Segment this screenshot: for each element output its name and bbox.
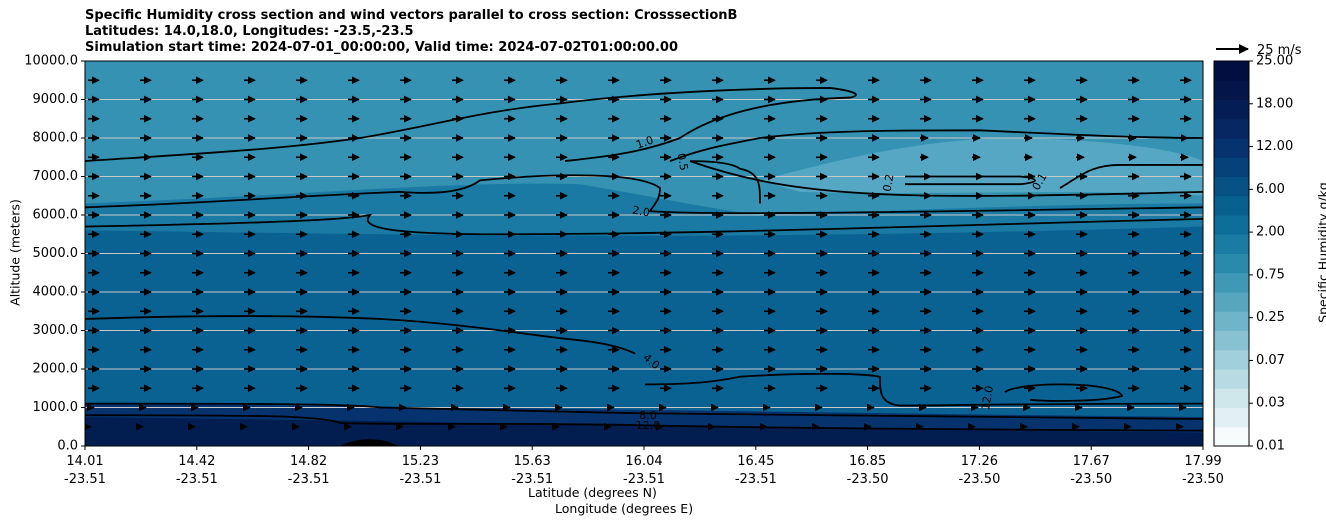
x-tick-label-lat: 14.42 xyxy=(178,454,215,469)
x-tick-label-lat: 16.04 xyxy=(625,454,662,469)
y-tick-label: 0.0 xyxy=(57,439,78,454)
humidity-field-dry-patch xyxy=(760,138,1203,196)
contour-line xyxy=(85,414,1203,432)
x-tick-label-lat: 15.63 xyxy=(514,454,551,469)
humidity-field-low xyxy=(85,226,1203,446)
contour-label: 0.5 xyxy=(675,152,691,171)
colorbar-segment xyxy=(1214,215,1249,235)
contour-line xyxy=(689,160,1203,204)
y-tick-label: 10000.0 xyxy=(24,54,78,69)
contour-label: 0.2 xyxy=(881,173,897,192)
chart-title-line-2: Latitudes: 14.0,18.0, Longitudes: -23.5,… xyxy=(85,24,414,39)
colorbar-tick-label: 6.00 xyxy=(1256,182,1285,197)
colorbar-segment xyxy=(1214,80,1249,100)
x-axis-label-latitude: Latitude (degrees N) xyxy=(528,485,657,500)
x-tick-label-lon: -23.51 xyxy=(399,472,441,487)
x-tick-label-lat: 14.82 xyxy=(290,454,327,469)
x-tick-label-lon: -23.51 xyxy=(735,472,777,487)
colorbar-segment xyxy=(1214,369,1249,389)
colorbar-segment xyxy=(1214,61,1249,81)
colorbar-tick-label: 0.75 xyxy=(1256,267,1285,282)
contour-line xyxy=(669,129,1203,162)
colorbar-segment xyxy=(1214,330,1249,351)
contour-label: 12.0 xyxy=(979,385,996,411)
y-tick-label: 3000.0 xyxy=(33,323,79,338)
x-tick-label-lon: -23.51 xyxy=(511,472,553,487)
colorbar-segment xyxy=(1214,426,1249,447)
y-tick-label: 4000.0 xyxy=(33,285,79,300)
contour-line xyxy=(644,372,1203,407)
x-tick-label-lat: 17.67 xyxy=(1073,454,1110,469)
x-tick-label-lat: 16.45 xyxy=(737,454,774,469)
colorbar-tick-label: 0.03 xyxy=(1256,396,1285,411)
x-tick-label-lat: 16.85 xyxy=(849,454,886,469)
contour-label: 1.0 xyxy=(634,133,655,151)
y-tick-label: 5000.0 xyxy=(33,246,79,261)
colorbar-tick-label: 25.00 xyxy=(1256,54,1293,69)
colorbar-segment xyxy=(1214,292,1249,312)
x-tick-label-lon: -23.51 xyxy=(176,472,218,487)
quiver-key-label: 25 m/s xyxy=(1257,43,1302,58)
colorbar-segment xyxy=(1214,407,1249,428)
y-tick-label: 6000.0 xyxy=(33,208,79,223)
contour-label: 8.0 xyxy=(639,409,657,422)
x-tick-label-lon: -23.50 xyxy=(1182,472,1224,487)
x-tick-label-lat: 17.99 xyxy=(1184,454,1221,469)
x-tick-label-lon: -23.51 xyxy=(288,472,330,487)
colorbar-tick-label: 0.25 xyxy=(1256,310,1285,325)
colorbar-segment xyxy=(1214,253,1249,274)
chart-title-line-1: Specific Humidity cross section and wind… xyxy=(85,8,738,23)
colorbar-segment xyxy=(1214,138,1249,158)
contour-line xyxy=(85,315,636,355)
colorbar-tick-label: 12.00 xyxy=(1256,139,1293,154)
terrain-bump xyxy=(340,439,398,446)
colorbar-tick-label: 2.00 xyxy=(1256,225,1285,240)
contour-label: 2.0 xyxy=(631,204,650,220)
colorbar-tick-label: 0.01 xyxy=(1256,439,1285,454)
x-tick-label-lon: -23.50 xyxy=(958,472,1000,487)
colorbar-tick-label: 0.07 xyxy=(1256,353,1285,368)
colorbar-segment xyxy=(1214,311,1249,331)
x-axis-label-longitude: Longitude (degrees E) xyxy=(555,501,694,516)
colorbar-segment xyxy=(1214,195,1249,216)
x-tick-label-lon: -23.50 xyxy=(847,472,889,487)
colorbar-label: Specific Humidity g/kg xyxy=(1315,182,1326,323)
colorbar-segment xyxy=(1214,349,1249,370)
contour-label: 12.0 xyxy=(636,419,661,432)
colorbar-segment xyxy=(1214,157,1249,177)
y-tick-label: 9000.0 xyxy=(33,92,79,107)
y-tick-label: 8000.0 xyxy=(33,131,79,146)
colorbar-segment xyxy=(1214,388,1249,408)
colorbar-tick-label: 18.00 xyxy=(1256,96,1293,111)
contour-line xyxy=(1004,383,1124,402)
colorbar-segment xyxy=(1214,272,1249,293)
colorbar-segment xyxy=(1214,234,1249,254)
x-tick-label-lon: -23.50 xyxy=(1070,472,1112,487)
colorbar-frame xyxy=(1213,60,1250,447)
y-tick-label: 7000.0 xyxy=(33,169,79,184)
x-tick-label-lat: 14.01 xyxy=(66,454,103,469)
x-tick-label-lat: 15.23 xyxy=(402,454,439,469)
y-tick-label: 2000.0 xyxy=(33,362,79,377)
contour-line xyxy=(85,87,857,162)
x-tick-label-lat: 17.26 xyxy=(961,454,998,469)
colorbar-segment xyxy=(1214,118,1249,139)
contour-line xyxy=(1059,164,1203,189)
x-tick-label-lon: -23.51 xyxy=(623,472,665,487)
colorbar-segment xyxy=(1214,99,1249,120)
x-tick-label-lon: -23.51 xyxy=(64,472,106,487)
y-axis-label: Altitude (meters) xyxy=(7,199,23,306)
chart-title-line-3: Simulation start time: 2024-07-01_00:00:… xyxy=(85,40,678,55)
y-tick-label: 1000.0 xyxy=(33,400,79,415)
colorbar-segment xyxy=(1214,176,1249,197)
